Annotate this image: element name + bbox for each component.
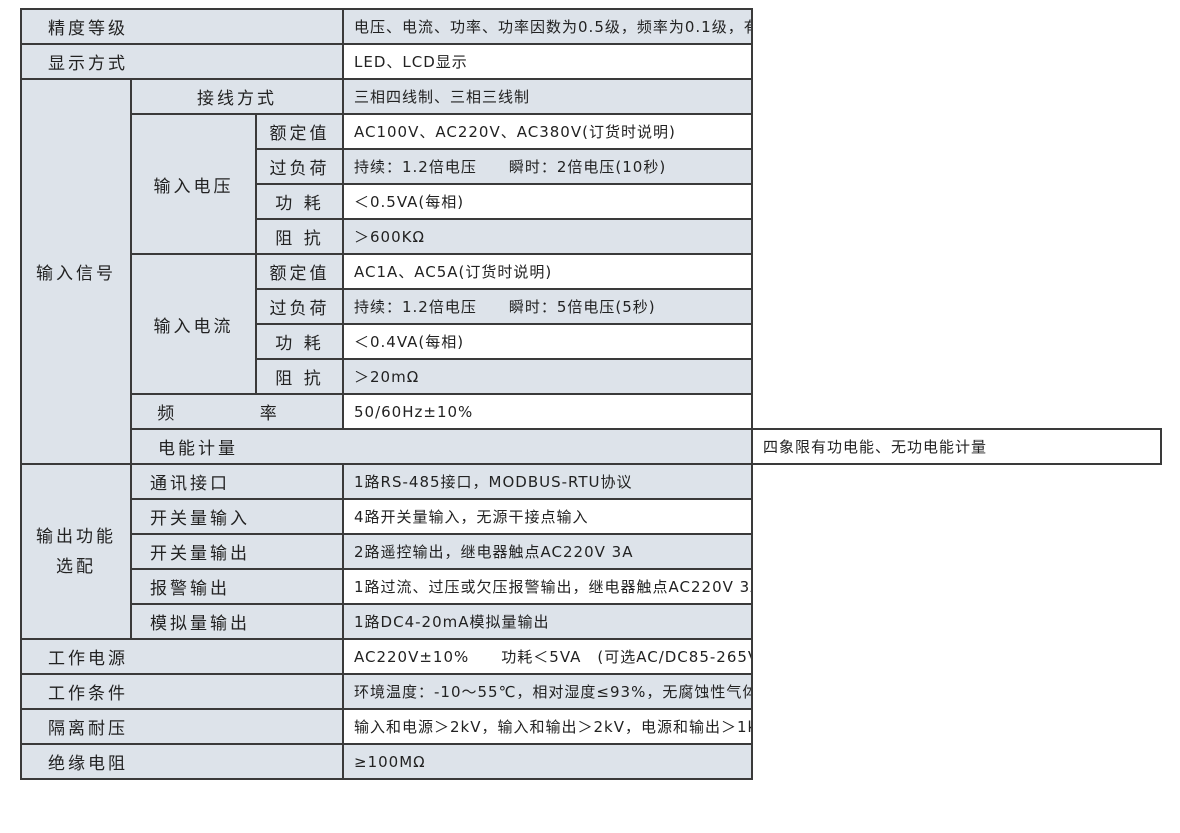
table-row: 输入电压 额定值 AC100V、AC220V、AC380V(订货时说明) xyxy=(21,113,1161,255)
row-label: 过负荷 xyxy=(255,148,344,185)
row-value: AC100V、AC220V、AC380V(订货时说明) xyxy=(342,113,753,150)
row-label: 隔离耐压 xyxy=(20,708,344,745)
group-label-output: 输出功能 选配 xyxy=(20,463,132,640)
table-row: 过负荷 持续：1.2倍电压 瞬时：5倍电压(5秒) xyxy=(21,288,1161,325)
row-value: 1路DC4-20mA模拟量输出 xyxy=(342,603,753,640)
row-label: 接线方式 xyxy=(130,78,344,115)
table-row: 功 耗 ＜0.5VA(每相) xyxy=(21,183,1161,220)
row-label: 功 耗 xyxy=(255,183,344,220)
row-value: 电压、电流、功率、功率因数为0.5级，频率为0.1级，有功电能为0.5级，无功电… xyxy=(342,8,753,45)
row-label: 精度等级 xyxy=(20,8,344,45)
row-value: 4路开关量输入，无源干接点输入 xyxy=(342,498,753,535)
table-row: 模拟量输出 1路DC4-20mA模拟量输出 xyxy=(21,603,1161,640)
table-row: 阻 抗 ＞600KΩ xyxy=(21,218,1161,255)
row-label: 额定值 xyxy=(255,253,344,290)
row-value: ＜0.4VA(每相) xyxy=(342,323,753,360)
table-row: 阻 抗 ＞20mΩ xyxy=(21,358,1161,395)
row-value: AC220V±10% 功耗＜5VA (可选AC/DC85-265V开关电源,订货… xyxy=(342,638,753,675)
group-label-line: 输出功能 xyxy=(36,526,116,547)
group-label-input-voltage: 输入电压 xyxy=(130,113,257,255)
row-label: 额定值 xyxy=(255,113,344,150)
row-value: ＜0.5VA(每相) xyxy=(342,183,753,220)
row-label: 工作电源 xyxy=(20,638,344,675)
row-label: 过负荷 xyxy=(255,288,344,325)
row-value: ＞20mΩ xyxy=(342,358,753,395)
row-value: 四象限有功电能、无功电能计量 xyxy=(751,428,1162,465)
row-value: LED、LCD显示 xyxy=(342,43,753,80)
table-row: 电能计量 四象限有功电能、无功电能计量 xyxy=(21,428,1162,465)
table-row: 隔离耐压 输入和电源＞2kV，输入和输出＞2kV，电源和输出＞1kV xyxy=(20,708,1161,745)
row-value: ≥100MΩ xyxy=(342,743,753,780)
table-row: 报警输出 1路过流、过压或欠压报警输出，继电器触点AC220V 3A xyxy=(21,568,1161,605)
row-label: 功 耗 xyxy=(255,323,344,360)
row-value: 持续：1.2倍电压 瞬时：2倍电压(10秒) xyxy=(342,148,753,185)
spec-table: 精度等级 电压、电流、功率、功率因数为0.5级，频率为0.1级，有功电能为0.5… xyxy=(20,8,1162,780)
table-row: 精度等级 电压、电流、功率、功率因数为0.5级，频率为0.1级，有功电能为0.5… xyxy=(20,8,1161,45)
row-label: 频 率 xyxy=(130,393,344,430)
table-row: 过负荷 持续：1.2倍电压 瞬时：2倍电压(10秒) xyxy=(21,148,1161,185)
row-value: 50/60Hz±10% xyxy=(342,393,753,430)
table-row: 绝缘电阻 ≥100MΩ xyxy=(20,743,1161,780)
row-value: 三相四线制、三相三线制 xyxy=(342,78,753,115)
row-label: 电能计量 xyxy=(130,428,753,465)
row-label: 开关量输出 xyxy=(130,533,344,570)
row-value: ＞600KΩ xyxy=(342,218,753,255)
table-row: 功 耗 ＜0.4VA(每相) xyxy=(21,323,1161,360)
row-label: 工作条件 xyxy=(20,673,344,710)
row-value: 输入和电源＞2kV，输入和输出＞2kV，电源和输出＞1kV xyxy=(342,708,753,745)
table-row: 输入电流 额定值 AC1A、AC5A(订货时说明) xyxy=(21,253,1161,395)
table-row: 开关量输出 2路遥控输出，继电器触点AC220V 3A xyxy=(21,533,1161,570)
row-value: 1路过流、过压或欠压报警输出，继电器触点AC220V 3A xyxy=(342,568,753,605)
group-label-input-current: 输入电流 xyxy=(130,253,257,395)
row-label: 阻 抗 xyxy=(255,358,344,395)
group-label-input-signal: 输入信号 xyxy=(20,78,132,465)
table-row: 工作电源 AC220V±10% 功耗＜5VA (可选AC/DC85-265V开关… xyxy=(20,638,1161,675)
table-row: 工作条件 环境温度：-10～55℃，相对湿度≤93%，无腐蚀性气体场所，海拔高度… xyxy=(20,673,1161,710)
table-row: 开关量输入 4路开关量输入，无源干接点输入 xyxy=(21,498,1161,535)
row-value: AC1A、AC5A(订货时说明) xyxy=(342,253,753,290)
table-row: 显示方式 LED、LCD显示 xyxy=(20,43,1161,80)
row-label: 开关量输入 xyxy=(130,498,344,535)
row-label: 模拟量输出 xyxy=(130,603,344,640)
table-row: 输出功能 选配 通讯接口 1路RS-485接口，MODBUS-RTU协议 xyxy=(20,463,1161,640)
row-value: 环境温度：-10～55℃，相对湿度≤93%，无腐蚀性气体场所，海拔高度≤2500… xyxy=(342,673,753,710)
group-label-line: 选配 xyxy=(56,556,96,577)
row-label: 显示方式 xyxy=(20,43,344,80)
row-label: 通讯接口 xyxy=(130,463,344,500)
row-label: 阻 抗 xyxy=(255,218,344,255)
row-value: 1路RS-485接口，MODBUS-RTU协议 xyxy=(342,463,753,500)
row-label: 绝缘电阻 xyxy=(20,743,344,780)
table-row: 输入信号 接线方式 三相四线制、三相三线制 xyxy=(20,78,1161,465)
table-row: 频 率 50/60Hz±10% xyxy=(21,393,1161,430)
row-label: 报警输出 xyxy=(130,568,344,605)
row-value: 2路遥控输出，继电器触点AC220V 3A xyxy=(342,533,753,570)
row-value: 持续：1.2倍电压 瞬时：5倍电压(5秒) xyxy=(342,288,753,325)
